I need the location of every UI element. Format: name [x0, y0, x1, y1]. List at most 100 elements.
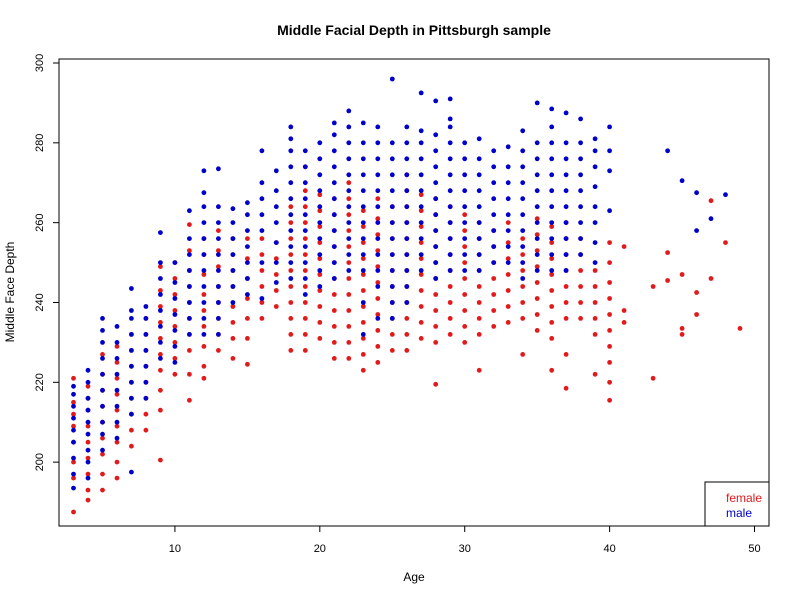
- y-tick-label: 280: [34, 134, 46, 152]
- data-point-male: [201, 168, 207, 174]
- data-point-female: [360, 336, 366, 341]
- data-point-male: [71, 403, 76, 409]
- data-point-male: [245, 260, 250, 265]
- data-point-female: [317, 288, 323, 293]
- data-point-male: [563, 110, 569, 116]
- data-point-female: [114, 344, 120, 349]
- data-point-male: [549, 124, 555, 130]
- data-point-female: [491, 276, 497, 281]
- data-point-male: [230, 206, 236, 212]
- data-point-female: [563, 352, 569, 357]
- data-point-male: [447, 156, 453, 162]
- data-point-female: [607, 344, 612, 349]
- data-point-male: [187, 316, 192, 321]
- data-point-male: [230, 284, 236, 289]
- data-point-female: [100, 435, 105, 441]
- data-point-male: [375, 172, 381, 178]
- data-point-female: [71, 509, 76, 515]
- data-point-male: [578, 188, 583, 194]
- data-point-female: [549, 288, 555, 293]
- data-point-male: [216, 236, 221, 242]
- data-point-male: [549, 268, 555, 273]
- data-point-male: [273, 260, 279, 265]
- data-point-male: [505, 164, 511, 170]
- data-point-male: [404, 284, 410, 289]
- data-point-male: [520, 228, 526, 234]
- data-point-female: [71, 459, 76, 465]
- data-point-male: [331, 276, 337, 281]
- data-point-male: [288, 228, 294, 234]
- data-point-male: [71, 415, 76, 421]
- data-point-female: [172, 356, 178, 361]
- data-point-female: [288, 348, 294, 353]
- data-point-male: [520, 128, 526, 134]
- data-point-male: [317, 220, 323, 226]
- data-point-female: [607, 260, 612, 265]
- data-point-female: [288, 332, 294, 337]
- data-point-male: [360, 220, 366, 226]
- data-point-male: [201, 284, 207, 289]
- data-point-male: [375, 236, 381, 242]
- data-point-male: [273, 188, 279, 194]
- data-point-male: [331, 164, 337, 170]
- data-point-female: [216, 228, 221, 234]
- data-point-male: [404, 236, 410, 242]
- data-point-female: [360, 224, 366, 230]
- data-point-male: [505, 212, 511, 218]
- data-point-female: [259, 236, 265, 242]
- data-point-female: [418, 336, 424, 341]
- data-point-male: [331, 196, 337, 202]
- data-point-female: [375, 280, 381, 285]
- data-point-male: [505, 196, 511, 202]
- data-point-female: [476, 284, 482, 289]
- data-point-male: [520, 148, 526, 154]
- chart-title: Middle Facial Depth in Pittsburgh sample: [277, 22, 551, 38]
- data-point-male: [360, 252, 366, 257]
- data-point-male: [375, 316, 381, 321]
- y-tick-label: 240: [34, 293, 46, 311]
- data-point-male: [230, 236, 236, 242]
- data-point-male: [129, 379, 134, 385]
- data-point-male: [404, 172, 410, 178]
- data-point-female: [114, 407, 120, 413]
- data-point-male: [592, 136, 598, 142]
- data-point-male: [389, 156, 395, 162]
- series-male: [71, 76, 728, 491]
- data-point-male: [563, 156, 569, 162]
- data-point-male: [433, 164, 439, 170]
- data-point-male: [520, 164, 526, 170]
- data-point-male: [578, 140, 583, 146]
- data-point-male: [346, 172, 352, 178]
- data-point-female: [462, 292, 468, 297]
- data-point-male: [331, 260, 337, 265]
- data-point-female: [114, 375, 120, 381]
- data-point-male: [331, 132, 337, 138]
- data-point-male: [505, 180, 511, 186]
- data-point-male: [389, 284, 395, 289]
- data-point-male: [708, 216, 714, 222]
- data-point-female: [158, 352, 163, 357]
- data-point-female: [245, 336, 250, 341]
- data-point-male: [433, 244, 439, 250]
- data-point-female: [404, 316, 410, 321]
- data-point-male: [433, 98, 439, 104]
- data-point-female: [273, 256, 279, 261]
- data-point-female: [462, 308, 468, 313]
- data-point-female: [245, 236, 250, 242]
- data-point-male: [360, 332, 366, 337]
- data-point-female: [288, 268, 294, 273]
- data-point-male: [201, 204, 207, 210]
- data-point-female: [201, 272, 207, 277]
- data-point-female: [302, 236, 308, 242]
- data-point-female: [505, 320, 511, 325]
- data-point-male: [360, 188, 366, 194]
- data-point-male: [723, 192, 728, 198]
- data-point-male: [259, 260, 265, 265]
- data-point-male: [302, 212, 308, 218]
- data-point-female: [607, 312, 612, 317]
- data-point-female: [85, 423, 91, 429]
- data-point-male: [187, 252, 192, 257]
- x-tick-label: 40: [603, 543, 615, 555]
- data-point-male: [245, 228, 250, 234]
- data-point-male: [534, 188, 540, 194]
